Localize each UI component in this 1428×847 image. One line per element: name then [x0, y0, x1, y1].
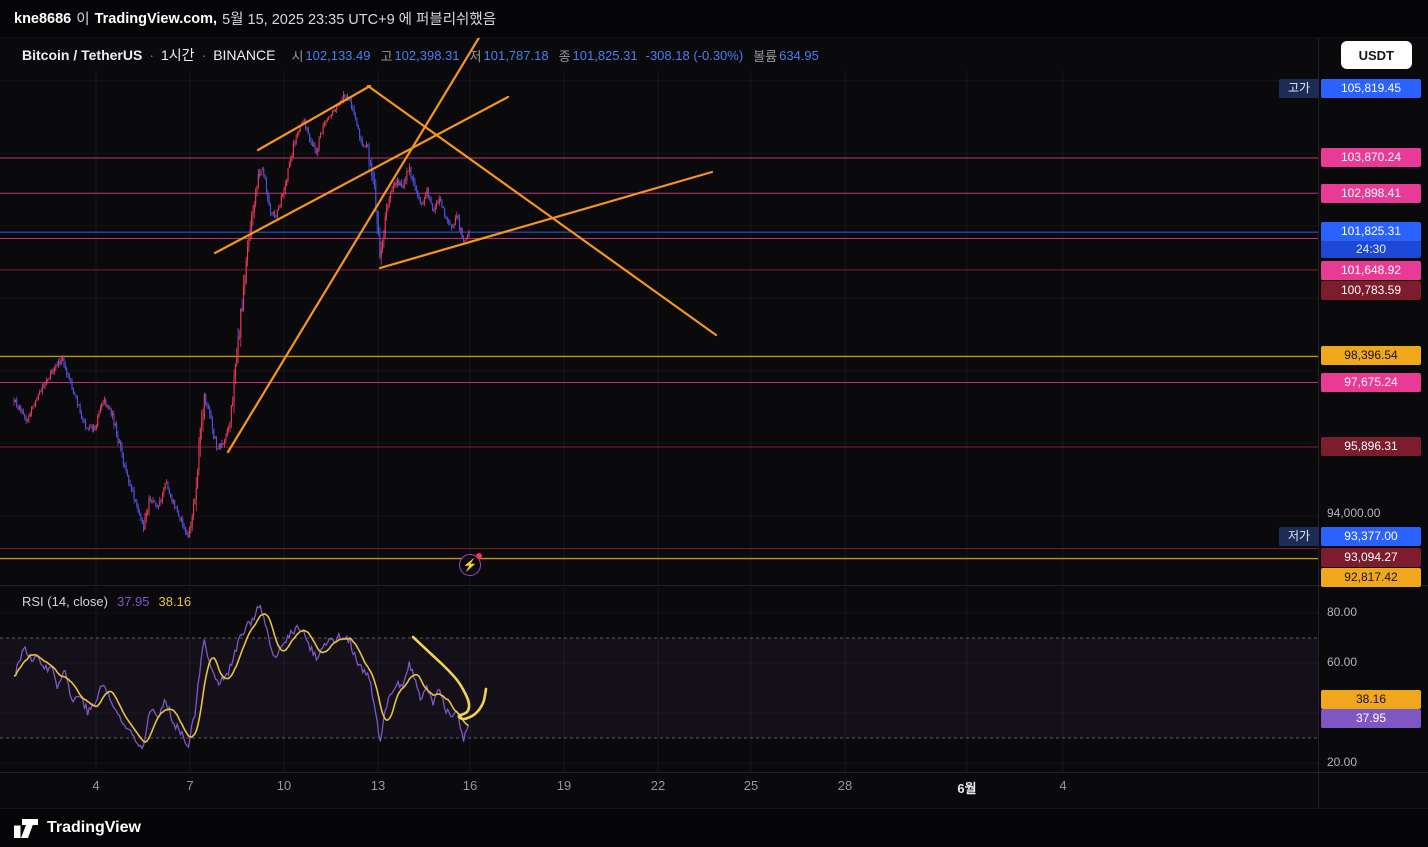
- trend-line-drawing: [256, 84, 372, 152]
- price-line-label[interactable]: 97,675.24: [1321, 373, 1421, 392]
- price-axis-border: [1318, 38, 1319, 808]
- time-axis-tick: 28: [837, 778, 853, 793]
- trend-line-drawing: [378, 170, 714, 270]
- pane-divider[interactable]: [0, 585, 1428, 586]
- price-line-label[interactable]: 103,870.24: [1321, 148, 1421, 167]
- time-axis-tick: 4: [1059, 778, 1067, 793]
- price-line-label[interactable]: 98,396.54: [1321, 346, 1421, 365]
- time-axis-tick: 10: [276, 778, 292, 793]
- flash-idea-marker[interactable]: ⚡: [459, 553, 482, 576]
- rsi-ma-value: 38.16: [158, 594, 192, 609]
- current-price-label[interactable]: 101,825.31 24:30: [1321, 222, 1421, 258]
- high-tag: 고가: [1279, 79, 1319, 98]
- time-axis-tick: 13: [370, 778, 386, 793]
- price-axis-tick: 94,000.00: [1327, 506, 1381, 520]
- rsi-pane-canvas[interactable]: [0, 587, 1318, 772]
- price-line-label[interactable]: 93,094.27: [1321, 548, 1421, 567]
- rsi-value-label: 37.95: [1321, 709, 1421, 728]
- down-candle-bodies: [13, 94, 465, 538]
- price-line-label[interactable]: 101,648.92: [1321, 261, 1421, 280]
- price-line-label[interactable]: 95,896.31: [1321, 437, 1421, 456]
- low-tag: 저가: [1279, 527, 1319, 546]
- time-axis-tick: 25: [743, 778, 759, 793]
- tradingview-site-link[interactable]: TradingView.com,: [94, 10, 218, 27]
- rsi-curve-drawing: [411, 635, 488, 721]
- tradingview-logo-icon[interactable]: [14, 818, 38, 838]
- low-price-label: 93,377.00: [1321, 527, 1421, 546]
- trend-line-drawing: [366, 84, 718, 337]
- rsi-band: [0, 638, 1318, 738]
- up-candle-bodies: [14, 94, 470, 538]
- time-axis-tick: 6월: [957, 781, 977, 796]
- rsi-ma-line: [13, 613, 469, 743]
- time-axis-tick: 7: [186, 778, 194, 793]
- price-line-label[interactable]: 92,817.42: [1321, 568, 1421, 587]
- rsi-title: RSI (14, close): [22, 594, 108, 609]
- time-axis-border: [0, 772, 1428, 773]
- rsi-value: 37.95: [116, 594, 150, 609]
- high-price-label: 105,819.45: [1321, 79, 1421, 98]
- footer-bar: TradingView: [0, 808, 1428, 847]
- time-axis-tick: 16: [462, 778, 478, 793]
- publish-bar: kne8686 이 TradingView.com, 5월 15, 2025 2…: [0, 0, 1428, 38]
- main-chart-canvas[interactable]: [0, 38, 1318, 585]
- price-line-label[interactable]: 100,783.59: [1321, 281, 1421, 300]
- publish-timestamp: 5월 15, 2025 23:35 UTC+9 에 퍼블리쉬했음: [222, 12, 497, 28]
- trend-line-drawing: [213, 95, 510, 255]
- rsi-axis-tick: 60.00: [1327, 655, 1358, 669]
- rsi-axis-tick: 20.00: [1327, 755, 1358, 769]
- rsi-axis-tick: 80.00: [1327, 605, 1358, 619]
- notification-dot: [476, 553, 482, 559]
- rsi-line: [13, 604, 470, 750]
- bar-countdown: 24:30: [1321, 241, 1421, 258]
- lightning-icon: ⚡: [462, 558, 478, 572]
- time-axis-tick: 4: [92, 778, 100, 793]
- time-axis-tick: 22: [650, 778, 666, 793]
- rsi-indicator-header[interactable]: RSI (14, close) 37.95 38.16: [22, 594, 191, 609]
- tradingview-logo-text[interactable]: TradingView: [47, 819, 141, 836]
- current-price-value: 101,825.31: [1321, 222, 1421, 241]
- currency-toggle-button[interactable]: USDT: [1340, 41, 1412, 69]
- price-line-label[interactable]: 102,898.41: [1321, 184, 1421, 203]
- time-axis[interactable]: 4 7 10 13 16 19 22 25 28 6월 4: [0, 772, 1428, 808]
- time-axis-tick: 19: [556, 778, 572, 793]
- trend-line-drawing: [226, 38, 481, 454]
- publisher-username-link[interactable]: kne8686: [14, 10, 72, 27]
- publish-text-particle: 이: [76, 12, 90, 28]
- rsi-value-label: 38.16: [1321, 690, 1421, 709]
- down-candle-wicks: [13, 93, 464, 539]
